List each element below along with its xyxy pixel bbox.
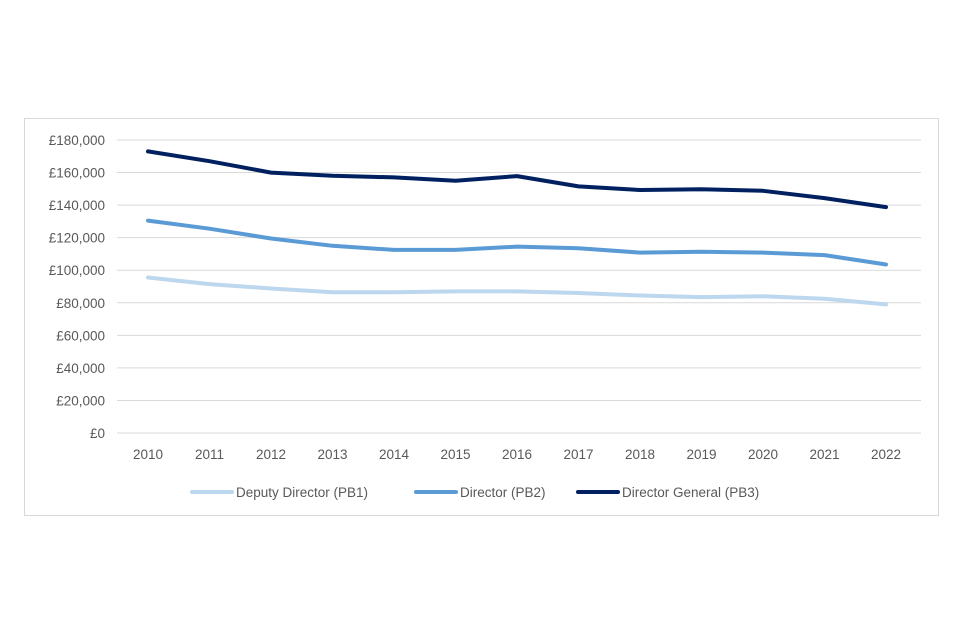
y-tick-label: £20,000: [56, 393, 105, 408]
legend-item: Director General (PB3): [576, 485, 759, 500]
series-line-1: [146, 275, 888, 307]
series-lines: [146, 149, 888, 307]
x-tick-label: 2021: [809, 447, 839, 462]
legend-label: Director (PB2): [460, 485, 546, 500]
series-line-2: [146, 218, 888, 267]
x-tick-label: 2010: [133, 447, 163, 462]
y-tick-label: £160,000: [49, 166, 105, 181]
x-tick-label: 2011: [195, 447, 224, 462]
gridlines: [117, 139, 921, 434]
x-tick-label: 2012: [256, 447, 286, 462]
x-tick-label: 2018: [625, 447, 655, 462]
legend-label: Deputy Director (PB1): [236, 485, 368, 500]
x-tick-label: 2019: [686, 447, 716, 462]
legend-item: Deputy Director (PB1): [190, 485, 368, 500]
x-tick-label: 2017: [563, 447, 593, 462]
legend-item: Director (PB2): [414, 485, 546, 500]
series-line-3: [146, 149, 888, 210]
x-axis-ticks: 2010 2011 2012 2013 2014 2015 2016 2017 2018 2019…: [133, 447, 901, 462]
y-tick-label: £0: [90, 426, 105, 441]
chart-frame: £0 £20,000 £40,000 £60,000 £80,000 £100,000 £1…: [24, 118, 939, 516]
x-tick-label: 2022: [871, 447, 901, 462]
x-tick-label: 2016: [502, 447, 532, 462]
y-tick-label: £120,000: [49, 231, 105, 246]
x-tick-label: 2014: [379, 447, 410, 462]
legend-label: Director General (PB3): [622, 485, 759, 500]
line-chart: £0 £20,000 £40,000 £60,000 £80,000 £100,000 £1…: [49, 133, 921, 500]
legend: Deputy Director (PB1) Director (PB2) Direc…: [190, 485, 759, 500]
y-tick-label: £80,000: [56, 296, 105, 311]
y-tick-label: £180,000: [49, 133, 105, 148]
y-tick-label: £60,000: [56, 328, 105, 343]
x-tick-label: 2020: [748, 447, 778, 462]
x-tick-label: 2015: [440, 447, 470, 462]
x-tick-label: 2013: [317, 447, 347, 462]
y-tick-label: £140,000: [49, 198, 105, 213]
y-tick-label: £40,000: [56, 361, 105, 376]
y-tick-label: £100,000: [49, 263, 105, 278]
y-axis-ticks: £0 £20,000 £40,000 £60,000 £80,000 £100,000 £1…: [49, 133, 105, 441]
